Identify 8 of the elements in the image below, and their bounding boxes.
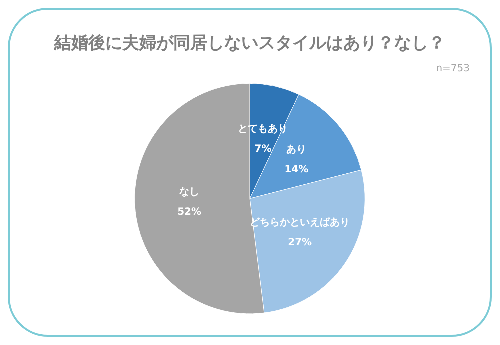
data-label: 27% [288,237,312,248]
slice-label: なし [180,187,200,198]
chart-title: 結婚後に夫婦が同居しないスタイルはあり？なし？ [54,34,446,54]
text: n=753 [436,64,470,74]
data-label: 14% [284,164,309,176]
data-label: 52% [178,207,202,218]
data-label: 7% [254,144,272,156]
slice-label: あり [286,144,307,156]
